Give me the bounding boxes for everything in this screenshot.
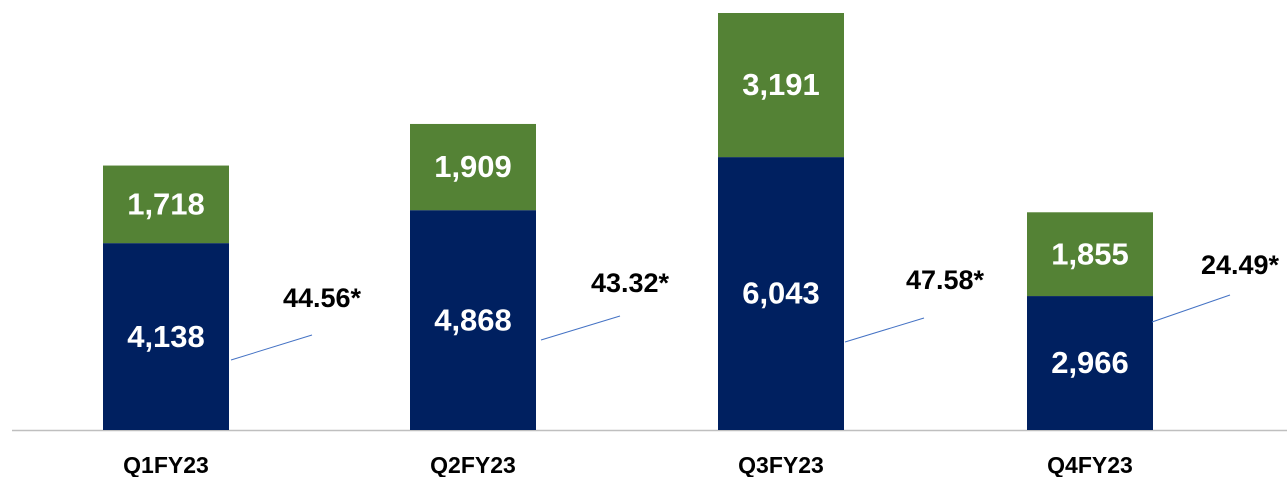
bar-segment [410, 123, 536, 211]
value-label: 4,138 [127, 319, 205, 354]
bar-segment [1027, 212, 1153, 297]
x-tick-label: Q4FY23 [1047, 452, 1133, 477]
bar-segment [410, 210, 536, 430]
bar-segment [1027, 296, 1153, 430]
leader-line [844, 317, 925, 343]
bar-segment [718, 157, 844, 431]
bar-segment [103, 243, 229, 430]
x-tick-label: Q2FY23 [430, 452, 516, 477]
bar-segment [103, 165, 229, 244]
leader-line [230, 334, 313, 361]
annotation: 24.49* [1201, 250, 1280, 280]
value-label: 1,718 [127, 187, 205, 222]
value-label: 4,868 [434, 302, 512, 337]
leader-line [540, 315, 621, 341]
bar-segment [718, 13, 844, 158]
value-label: 6,043 [742, 276, 820, 311]
value-label: 2,966 [1051, 345, 1129, 380]
value-label: 3,191 [742, 67, 820, 102]
leader-line [1151, 294, 1231, 323]
annotation: 47.58* [906, 265, 985, 295]
annotation: 43.32* [591, 268, 670, 298]
value-label: 1,909 [434, 149, 512, 184]
value-label: 1,855 [1051, 236, 1129, 271]
x-tick-label: Q3FY23 [738, 452, 824, 477]
x-tick-label: Q1FY23 [123, 452, 209, 477]
annotation: 44.56* [283, 283, 362, 313]
